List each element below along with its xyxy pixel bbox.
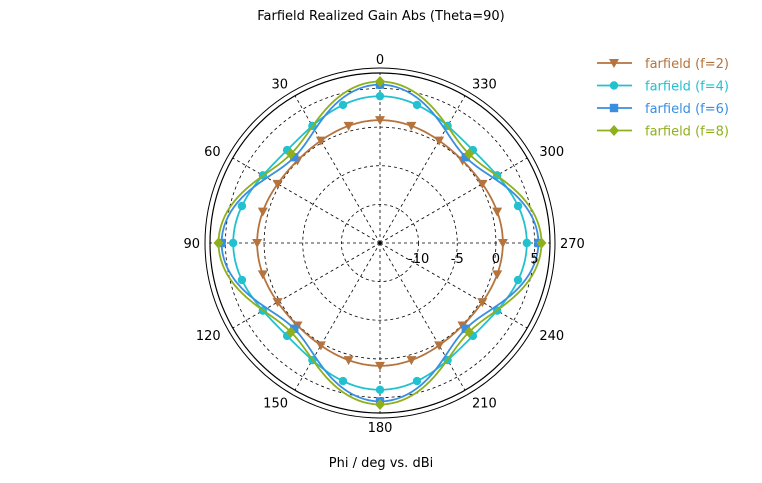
series-marker <box>461 324 470 333</box>
series-marker <box>237 201 247 211</box>
angle-tick-label: 0 <box>376 53 384 68</box>
series-marker <box>464 326 475 338</box>
radial-tick-label: -10 <box>408 252 429 267</box>
series-marker <box>290 324 299 333</box>
angle-tick-label: 210 <box>472 396 497 411</box>
legend-swatch-marker <box>609 81 619 90</box>
outer-ring <box>204 67 556 419</box>
angle-tick-label: 60 <box>204 145 221 160</box>
series-marker <box>477 179 488 189</box>
angle-tick-label: 90 <box>183 237 200 252</box>
series-marker <box>375 399 385 410</box>
angle-tick-label: 30 <box>271 78 288 93</box>
series-marker <box>412 100 422 110</box>
series-marker <box>338 100 348 110</box>
legend-swatch-marker <box>609 103 619 113</box>
series-marker <box>237 275 247 285</box>
series-marker <box>513 275 523 285</box>
series-0 <box>252 116 508 371</box>
series-marker <box>272 179 283 189</box>
spoke-210 <box>379 242 466 391</box>
series-marker <box>257 207 268 217</box>
spoke-330 <box>379 95 466 244</box>
series-layer <box>213 76 547 410</box>
radial-tick-label: 5 <box>530 252 538 267</box>
spoke-30 <box>294 95 381 244</box>
series-marker <box>461 153 470 162</box>
polar-grid <box>204 67 556 419</box>
series-marker <box>375 361 385 371</box>
legend-swatch-marker <box>609 125 619 136</box>
legend-item-2: farfield (f=6) <box>597 102 729 117</box>
series-marker <box>315 341 326 351</box>
series-marker <box>315 136 326 146</box>
legend-label: farfield (f=2) <box>645 57 729 72</box>
angle-tick-label: 270 <box>560 237 585 252</box>
series-marker <box>375 76 385 87</box>
series-marker <box>213 237 224 249</box>
series-marker <box>522 238 532 248</box>
series-marker <box>492 270 503 280</box>
legend-label: farfield (f=6) <box>645 102 729 117</box>
series-marker <box>477 298 488 308</box>
series-marker <box>536 237 547 249</box>
legend-swatch-marker <box>609 59 619 68</box>
series-marker <box>434 136 445 146</box>
chart-title: Farfield Realized Gain Abs (Theta=90) <box>257 9 505 24</box>
legend-label: farfield (f=8) <box>645 125 729 140</box>
series-marker <box>228 238 238 248</box>
spoke-240 <box>379 242 528 329</box>
series-3 <box>213 76 547 410</box>
series-marker <box>338 376 348 386</box>
series-marker <box>375 91 385 101</box>
angle-tick-label: 180 <box>368 421 393 436</box>
angle-tick-label: 150 <box>263 396 288 411</box>
legend-label: farfield (f=4) <box>645 80 729 95</box>
series-marker <box>343 356 354 366</box>
series-marker <box>290 153 299 162</box>
angle-tick-label: 120 <box>196 329 221 344</box>
legend-item-3: farfield (f=8) <box>597 125 729 140</box>
angle-tick-label: 240 <box>539 329 564 344</box>
series-marker <box>406 356 417 366</box>
series-marker <box>434 341 445 351</box>
radial-ring-1 <box>302 165 458 321</box>
series-marker <box>343 121 354 131</box>
series-marker <box>252 239 263 248</box>
series-marker <box>464 148 475 160</box>
series-marker <box>272 298 283 308</box>
series-marker <box>375 116 385 126</box>
series-marker <box>406 121 417 131</box>
spoke-300 <box>379 157 528 244</box>
spoke-120 <box>232 242 381 329</box>
legend-item-0: farfield (f=2) <box>597 57 729 72</box>
spoke-60 <box>232 157 381 244</box>
radial-tick-label: 0 <box>492 252 500 267</box>
x-axis-label: Phi / deg vs. dBi <box>328 456 434 471</box>
angle-tick-label: 330 <box>472 78 497 93</box>
radial-tick-label: -5 <box>451 252 464 267</box>
series-marker <box>497 239 508 248</box>
legend-item-1: farfield (f=4) <box>597 80 729 95</box>
series-marker <box>285 326 296 338</box>
spoke-150 <box>294 242 381 391</box>
series-marker <box>375 385 385 395</box>
angle-tick-label: 300 <box>539 145 564 160</box>
series-marker <box>257 270 268 280</box>
series-marker <box>492 207 503 217</box>
tick-labels: 0 30 60 90 120 150 180 210 240 270 300 330 -10 -5 0 5 <box>183 53 584 436</box>
legend: farfield (f=2) farfield (f=4) farfield (f=… <box>597 57 729 140</box>
series-marker <box>285 148 296 160</box>
series-marker <box>412 376 422 386</box>
series-marker <box>513 201 523 211</box>
